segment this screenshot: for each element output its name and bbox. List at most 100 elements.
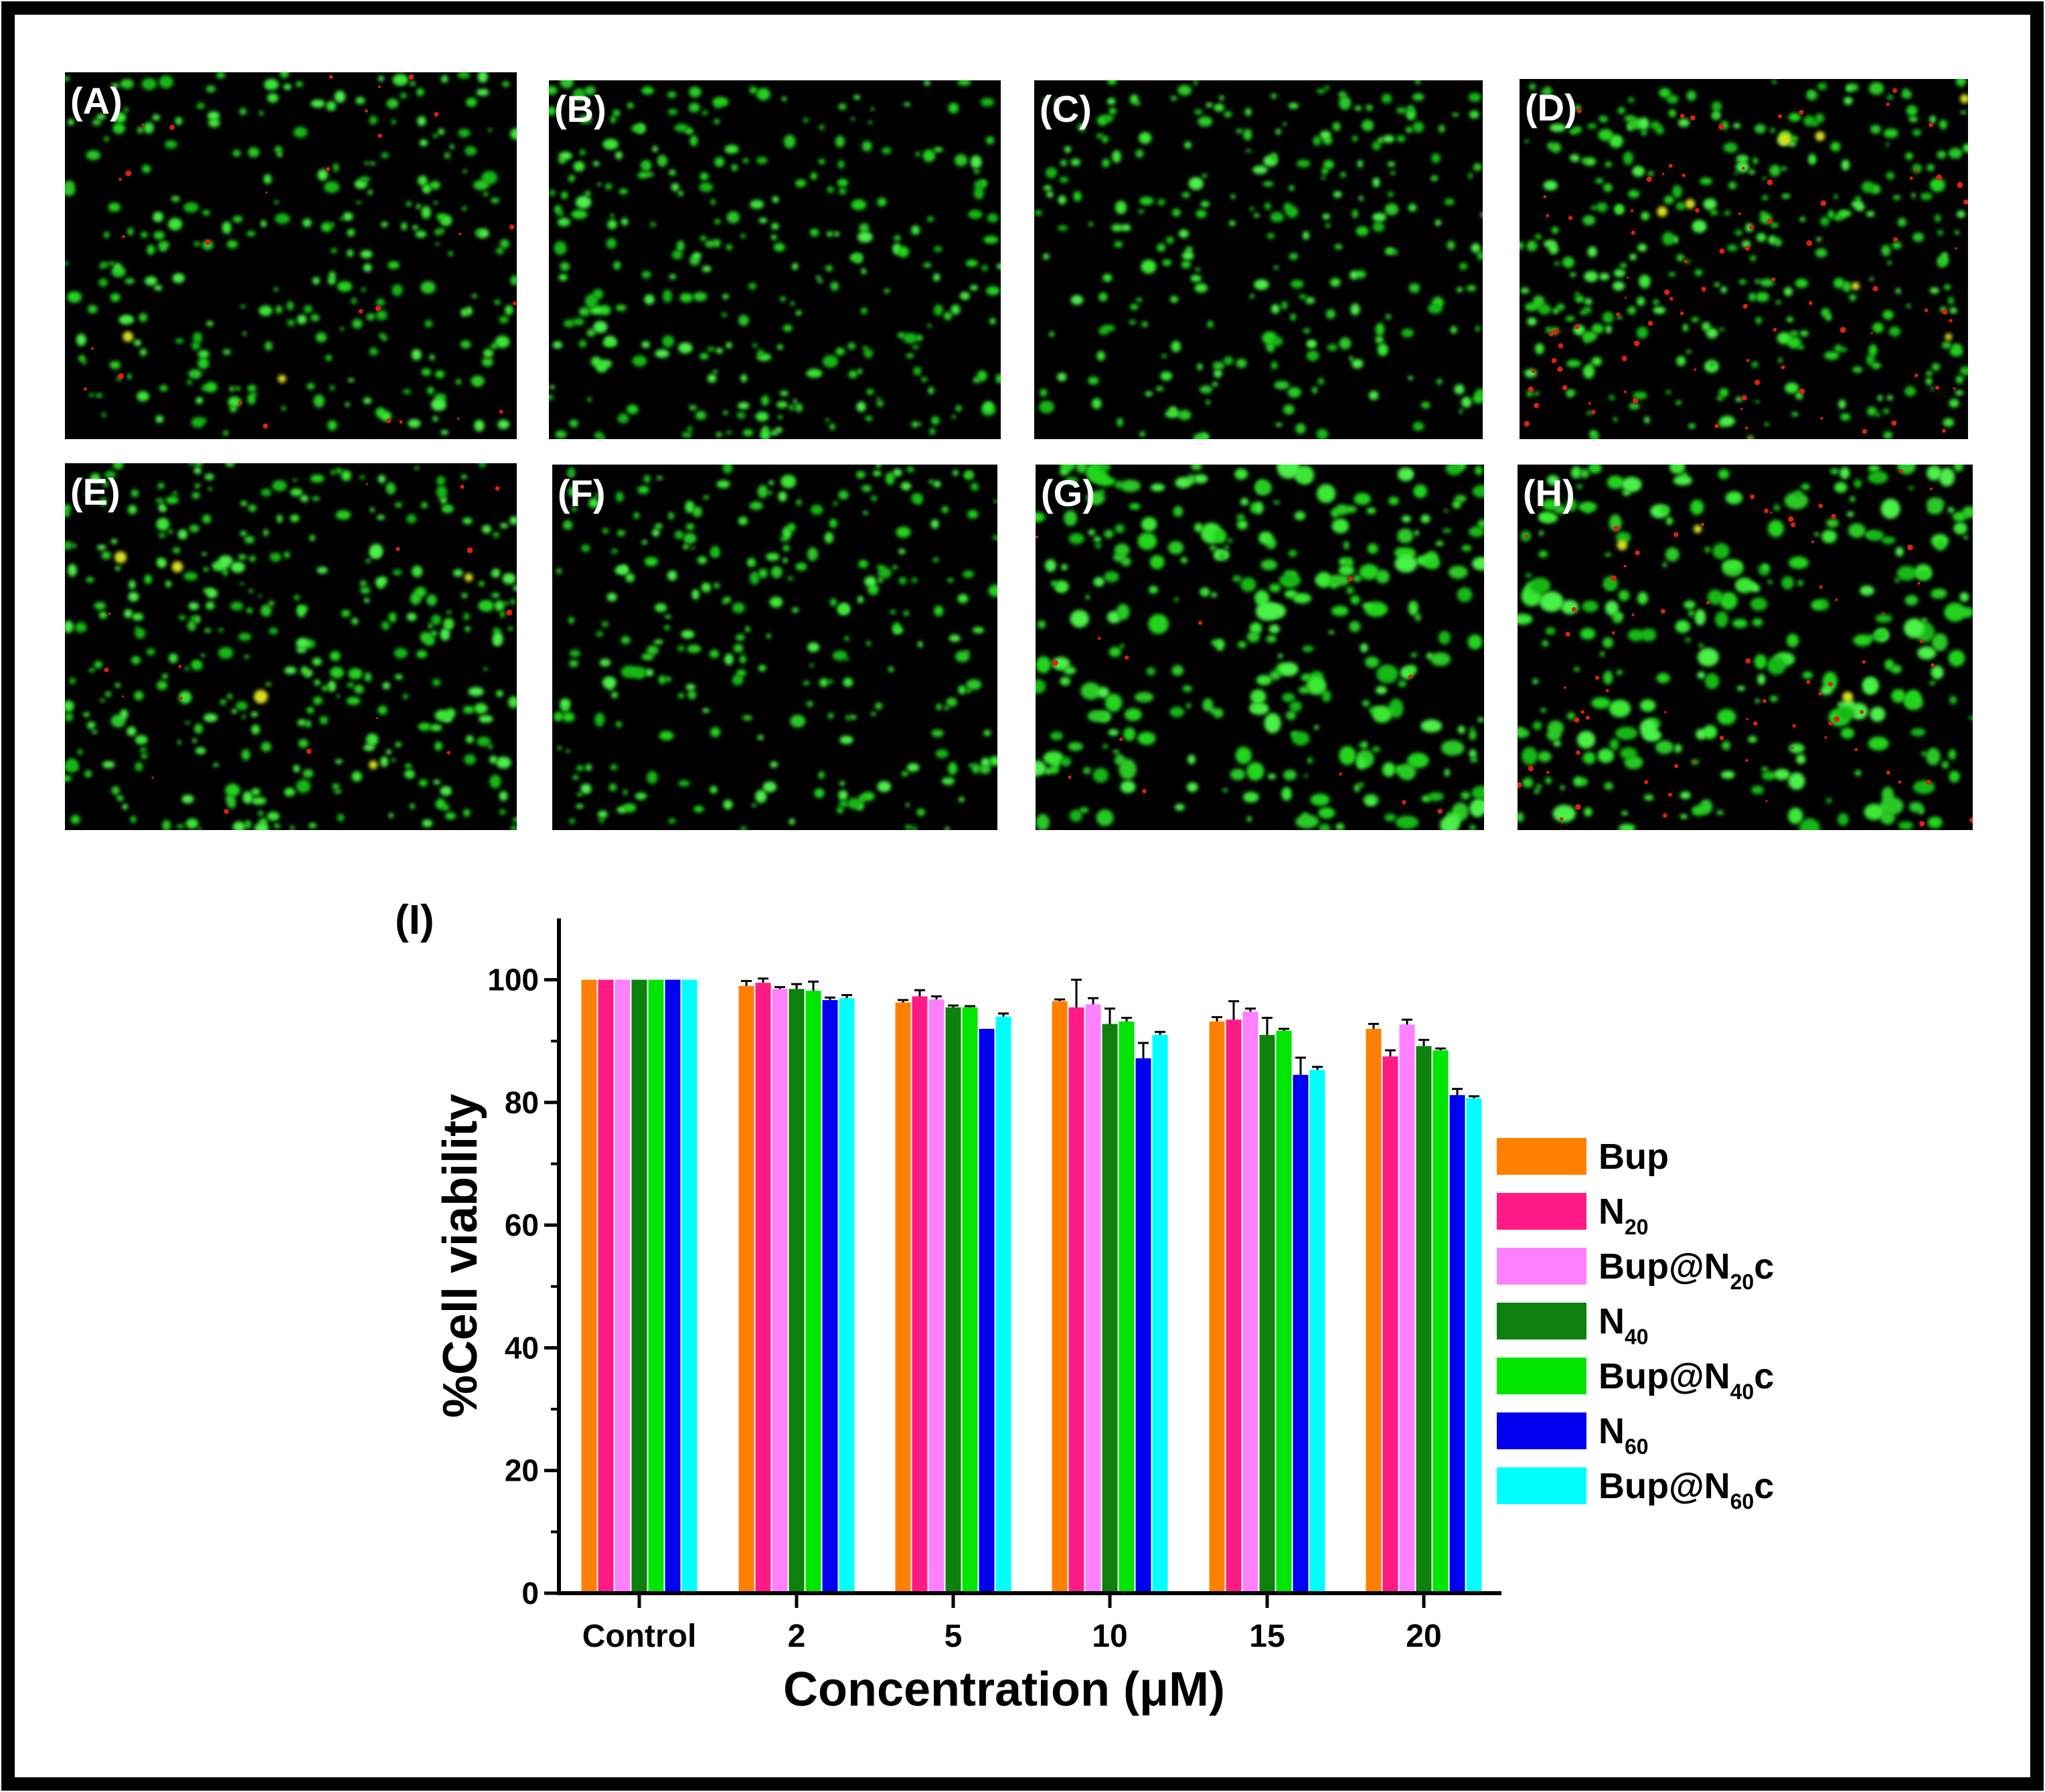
live-cell-dot — [347, 682, 355, 688]
live-cell-dot — [1113, 750, 1120, 754]
live-cell-dot — [323, 181, 340, 193]
legend-label: Bup — [1599, 1137, 1669, 1177]
live-cell-dot — [1584, 807, 1592, 817]
live-cell-dot — [625, 573, 635, 582]
live-cell-dot — [1455, 495, 1467, 503]
live-cell-dot — [934, 605, 944, 617]
bar — [979, 1028, 995, 1593]
live-cell-dot — [1566, 390, 1576, 396]
live-cell-dot — [1775, 300, 1781, 305]
live-cell-dot — [363, 744, 376, 751]
live-cell-dot — [178, 615, 186, 621]
live-cell-dot — [931, 416, 940, 425]
dead-cell-dot — [1594, 675, 1600, 680]
live-cell-dot — [1187, 754, 1196, 764]
live-cell-dot — [1060, 159, 1068, 167]
live-cell-dot — [1310, 793, 1330, 806]
live-cell-dot — [1165, 409, 1180, 418]
live-cell-dot — [440, 786, 452, 796]
bar — [1152, 1035, 1168, 1593]
live-cell-dot — [977, 370, 987, 382]
dead-cell-dot — [1719, 248, 1725, 254]
live-cell-dot — [1313, 725, 1319, 730]
live-cell-dot — [1833, 194, 1838, 199]
live-cell-dot — [681, 630, 695, 639]
live-cell-dot — [65, 76, 70, 81]
live-cell-dot — [1210, 592, 1217, 598]
live-cell-dot — [232, 149, 241, 157]
live-cell-dot — [1477, 717, 1484, 722]
dead-cell-dot — [1886, 770, 1890, 775]
live-cell-dot — [1710, 210, 1718, 216]
live-cell-dot — [448, 251, 453, 256]
live-cell-dot — [86, 150, 101, 161]
live-cell-dot — [568, 486, 578, 497]
live-cell-dot — [946, 698, 958, 707]
live-cell-dot — [853, 94, 861, 100]
live-cell-dot — [1264, 713, 1281, 734]
live-cell-dot — [857, 596, 864, 604]
live-cell-dot — [100, 497, 107, 507]
live-cell-dot — [310, 474, 325, 483]
live-cell-dot — [378, 76, 384, 82]
live-cell-dot — [857, 231, 873, 243]
live-cell-dot — [1734, 171, 1738, 175]
live-cell-dot — [359, 580, 367, 587]
live-cell-dot — [1461, 396, 1472, 408]
live-cell-dot — [1401, 515, 1411, 523]
live-cell-dot — [1279, 573, 1301, 588]
live-cell-dot — [1535, 343, 1544, 355]
live-cell-dot — [702, 708, 710, 713]
live-cell-dot — [1579, 469, 1590, 479]
live-cell-dot — [1653, 299, 1659, 305]
live-cell-dot — [1926, 370, 1933, 377]
live-cell-dot — [1036, 760, 1047, 777]
live-cell-dot — [885, 472, 895, 485]
live-cell-dot — [1718, 469, 1730, 479]
live-cell-dot — [1305, 297, 1315, 304]
live-cell-dot — [679, 293, 693, 303]
live-cell-dot — [1619, 823, 1636, 830]
live-cell-dot — [837, 160, 845, 169]
live-cell-dot — [607, 219, 617, 230]
live-cell-dot — [1148, 614, 1169, 635]
dead-cell-dot — [1819, 585, 1823, 589]
dead-cell-dot — [1949, 319, 1953, 323]
live-cell-dot — [1750, 255, 1756, 262]
live-cell-dot — [911, 225, 920, 236]
live-cell-dot — [246, 607, 253, 614]
micrograph-panel-e: (E) — [65, 463, 517, 830]
dead-cell-dot — [399, 420, 403, 424]
live-cell-dot — [463, 169, 467, 173]
live-cell-dot — [1927, 816, 1943, 829]
series-Bup@N60c — [681, 979, 1482, 1593]
live-cell-dot — [970, 155, 982, 169]
live-cell-dot — [110, 293, 120, 302]
live-cell-dot — [602, 339, 618, 347]
dead-cell-dot — [1929, 487, 1933, 491]
live-cell-dot — [1675, 400, 1682, 405]
live-cell-dot — [494, 600, 505, 611]
live-cell-dot — [1413, 484, 1428, 498]
live-cell-dot — [1111, 224, 1123, 232]
live-cell-dot — [1452, 500, 1461, 509]
live-cell-dot — [1443, 528, 1451, 534]
live-cell-dot — [781, 475, 797, 489]
live-cell-dot — [267, 93, 278, 103]
live-cell-dot — [1394, 765, 1405, 774]
live-cell-dot — [1881, 244, 1891, 256]
live-cell-dot — [619, 188, 629, 195]
live-cell-dot — [581, 544, 590, 552]
live-cell-dot — [898, 577, 907, 584]
x-tick-label: Control — [582, 1619, 697, 1654]
live-cell-dot — [284, 666, 297, 675]
live-cell-dot — [1720, 416, 1735, 427]
live-cell-dot — [839, 187, 847, 195]
live-cell-dot — [466, 98, 477, 107]
live-cell-dot — [722, 410, 728, 415]
live-cell-dot — [1313, 136, 1322, 146]
live-cell-dot — [916, 808, 926, 817]
live-cell-dot — [103, 232, 110, 238]
live-cell-dot — [1250, 704, 1260, 710]
